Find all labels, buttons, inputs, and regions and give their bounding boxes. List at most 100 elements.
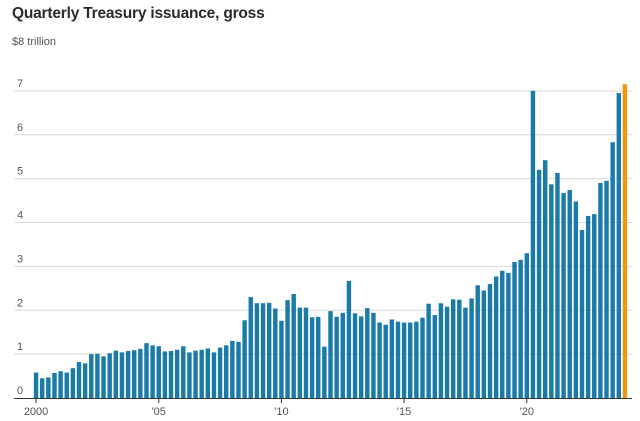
bar — [457, 299, 462, 398]
bar — [76, 362, 82, 398]
bar — [555, 172, 560, 398]
bar — [138, 348, 143, 398]
bar — [536, 169, 542, 398]
bar — [33, 372, 39, 398]
bar — [426, 303, 431, 398]
bar — [230, 340, 235, 398]
bar — [52, 372, 57, 398]
bar — [309, 317, 315, 398]
bar — [524, 253, 529, 398]
bar — [113, 350, 119, 398]
bar — [438, 303, 444, 398]
bar — [383, 324, 388, 398]
bar — [500, 270, 505, 398]
y-tick-label: 3 — [17, 253, 23, 265]
bar — [481, 290, 487, 398]
bar — [242, 320, 247, 398]
bar — [273, 308, 278, 398]
bar — [82, 363, 88, 398]
y-tick-label: 6 — [17, 122, 23, 134]
bar — [58, 371, 63, 398]
bar — [506, 272, 511, 398]
bar — [144, 343, 149, 398]
bar — [340, 312, 345, 398]
bar — [616, 93, 622, 398]
bar-latest-quarter — [622, 84, 628, 398]
bar — [346, 280, 352, 398]
bar — [224, 345, 229, 398]
bar — [414, 321, 419, 398]
bar — [297, 307, 303, 398]
bar — [248, 297, 253, 398]
bar — [420, 317, 425, 398]
bar — [168, 351, 174, 398]
bar — [401, 322, 407, 398]
bar — [39, 378, 45, 398]
bar — [549, 184, 554, 398]
bar — [95, 353, 100, 398]
x-tick-label: 2000 — [24, 406, 48, 418]
bar — [156, 346, 161, 398]
bar — [266, 302, 272, 398]
x-tick-label: '10 — [274, 406, 288, 418]
bar — [542, 160, 548, 398]
bar — [610, 142, 615, 398]
bar — [579, 229, 585, 398]
bar — [236, 341, 241, 398]
bar — [487, 283, 493, 398]
bar — [150, 345, 155, 398]
y-tick-label: 2 — [17, 297, 23, 309]
bar — [573, 201, 579, 398]
bar — [604, 180, 609, 398]
chart-title: Quarterly Treasury issuance, gross — [12, 5, 265, 22]
y-tick-label: 4 — [17, 210, 23, 222]
bar — [334, 316, 339, 398]
bar — [187, 352, 192, 398]
bar — [279, 320, 284, 398]
bar — [493, 276, 499, 398]
bar — [450, 299, 456, 398]
y-tick-label: 5 — [17, 166, 23, 178]
bar — [389, 319, 395, 398]
bar — [322, 346, 327, 398]
bar — [181, 346, 186, 398]
x-tick-label: '20 — [520, 406, 534, 418]
bar — [352, 313, 358, 398]
bar — [303, 307, 309, 398]
bar — [254, 303, 260, 398]
bar — [463, 307, 468, 398]
bar — [530, 90, 536, 399]
bar — [46, 377, 51, 398]
bar — [585, 215, 591, 398]
y-tick-label: 7 — [17, 78, 23, 90]
bar — [162, 351, 168, 398]
bar — [285, 300, 290, 398]
bar — [260, 303, 266, 398]
bar — [107, 353, 112, 398]
y-axis-unit-label: $8 trillion — [12, 36, 56, 48]
bar — [518, 259, 523, 398]
bar — [199, 349, 204, 398]
bar — [598, 183, 603, 398]
bar — [193, 350, 198, 398]
bar — [561, 193, 566, 398]
bar — [132, 350, 137, 398]
bar — [101, 356, 106, 398]
bar — [512, 261, 517, 398]
bar — [316, 316, 321, 398]
bar — [119, 352, 125, 398]
bar — [328, 311, 333, 398]
x-tick-label: '05 — [152, 406, 166, 418]
bar — [475, 285, 480, 398]
y-tick-label: 0 — [17, 385, 23, 397]
bar — [358, 316, 364, 398]
bar — [205, 348, 211, 398]
bar — [365, 308, 370, 398]
x-tick-label: '15 — [397, 406, 411, 418]
bar — [408, 322, 413, 398]
bar — [469, 298, 474, 398]
bar — [125, 351, 131, 398]
bar — [444, 306, 450, 398]
